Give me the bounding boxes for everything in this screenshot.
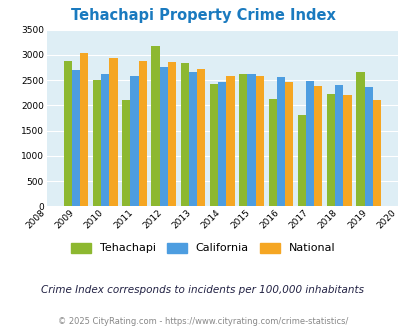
Text: Tehachapi Property Crime Index: Tehachapi Property Crime Index bbox=[70, 8, 335, 23]
Bar bbox=[217, 82, 226, 206]
Bar bbox=[64, 61, 72, 206]
Bar bbox=[305, 81, 313, 206]
Bar bbox=[226, 76, 234, 206]
Bar bbox=[239, 74, 247, 206]
Bar bbox=[151, 46, 159, 206]
Bar bbox=[276, 77, 284, 206]
Bar bbox=[284, 82, 292, 206]
Text: © 2025 CityRating.com - https://www.cityrating.com/crime-statistics/: © 2025 CityRating.com - https://www.city… bbox=[58, 317, 347, 326]
Bar bbox=[364, 87, 372, 206]
Bar bbox=[326, 94, 335, 206]
Bar bbox=[209, 84, 217, 206]
Bar bbox=[356, 72, 364, 206]
Bar bbox=[138, 61, 147, 206]
Bar bbox=[197, 69, 205, 206]
Bar bbox=[130, 76, 138, 206]
Bar bbox=[335, 85, 343, 206]
Bar bbox=[255, 76, 263, 206]
Bar bbox=[268, 99, 276, 206]
Bar bbox=[313, 86, 322, 206]
Legend: Tehachapi, California, National: Tehachapi, California, National bbox=[70, 243, 335, 253]
Bar bbox=[180, 63, 188, 206]
Bar bbox=[343, 95, 351, 206]
Text: Crime Index corresponds to incidents per 100,000 inhabitants: Crime Index corresponds to incidents per… bbox=[41, 285, 364, 295]
Bar bbox=[93, 80, 101, 206]
Bar bbox=[159, 67, 167, 206]
Bar bbox=[167, 62, 176, 206]
Bar bbox=[297, 115, 305, 206]
Bar bbox=[247, 74, 255, 206]
Bar bbox=[109, 58, 117, 206]
Bar bbox=[72, 70, 80, 206]
Bar bbox=[188, 72, 197, 206]
Bar bbox=[372, 100, 380, 206]
Bar bbox=[101, 74, 109, 206]
Bar bbox=[122, 100, 130, 206]
Bar bbox=[80, 53, 88, 206]
